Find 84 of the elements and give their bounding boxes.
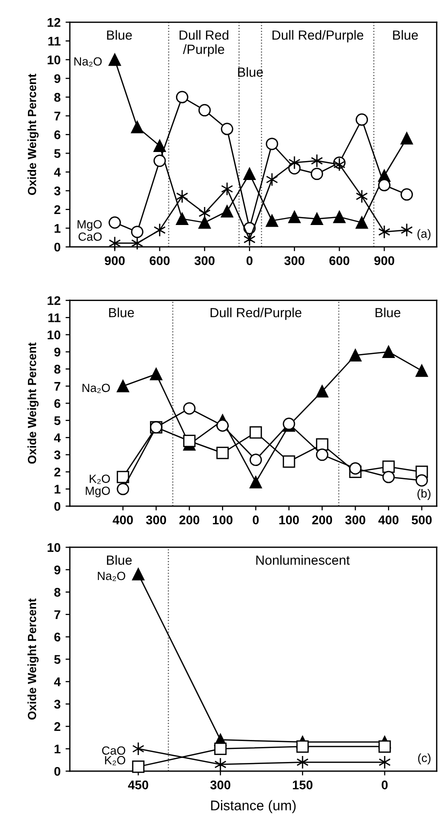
y-axis-title: Oxide Weight Percent — [28, 74, 39, 195]
y-tick-label: 1 — [54, 744, 60, 754]
x-tick-label: 900 — [374, 256, 394, 266]
x-tick-label: 100 — [279, 516, 299, 524]
series-label: Na₂O — [98, 572, 126, 581]
y-tick-label: 2 — [54, 722, 60, 731]
x-tick-label: 400 — [378, 516, 398, 524]
x-tick-label: 0 — [246, 256, 252, 266]
x-tick-label: 300 — [210, 780, 230, 790]
x-tick-label: 600 — [150, 256, 170, 266]
series-label: MgO — [86, 486, 110, 498]
annotation: Blue — [393, 30, 418, 40]
x-tick-label: 200 — [312, 516, 332, 524]
y-tick-label: 6 — [54, 632, 60, 642]
annotation: Blue — [106, 555, 132, 565]
annotation: Dull Red/Purple — [272, 30, 364, 42]
x-tick-label: 150 — [292, 780, 312, 790]
y-axis-title: Oxide Weight Percent — [28, 342, 39, 464]
x-tick-label: 400 — [112, 516, 133, 524]
y-tick-label: 12 — [48, 18, 60, 27]
y-tick-label: 10 — [48, 543, 60, 552]
annotation: Blue — [109, 308, 134, 318]
series-label: Na₂O — [74, 57, 102, 67]
annotation: Dull Red /Purple — [180, 30, 228, 57]
y-tick-label: 11 — [48, 36, 60, 46]
y-tick-label: 10 — [48, 55, 60, 64]
x-tick-label: 300 — [146, 516, 166, 524]
y-tick-label: 3 — [54, 450, 60, 460]
x-tick-label: 0 — [252, 516, 259, 524]
series-label: CaO — [78, 232, 102, 241]
annotation: Dull Red/Purple — [210, 308, 302, 320]
annotation: Blue — [238, 67, 263, 77]
y-tick-label: 4 — [54, 678, 61, 686]
x-tick-label: 200 — [179, 516, 200, 524]
series-label: CaO — [102, 746, 126, 755]
y-tick-label: 7 — [54, 382, 60, 391]
y-axis-title: Oxide Weight Percent — [28, 598, 39, 720]
annotation: Nonluminescent — [256, 555, 350, 565]
x-tick-label: 900 — [104, 256, 125, 266]
x-tick-label: 100 — [212, 516, 232, 524]
x-tick-label: 300 — [194, 256, 215, 266]
y-tick-label: 2 — [54, 468, 60, 476]
annotation: (a) — [418, 229, 430, 240]
y-tick-label: 1 — [54, 224, 60, 233]
x-tick-label: 300 — [345, 516, 366, 524]
series-label: Na₂O — [82, 384, 110, 393]
y-tick-label: 0 — [54, 242, 60, 252]
x-tick-label: 500 — [412, 516, 432, 524]
y-tick-label: 4 — [54, 168, 61, 177]
y-tick-label: 0 — [54, 766, 60, 776]
y-tick-label: 7 — [54, 610, 60, 619]
y-tick-label: 11 — [48, 313, 60, 322]
y-tick-label: 9 — [54, 74, 60, 84]
y-tick-label: 8 — [54, 364, 60, 374]
x-axis-title: Distance (um) — [211, 800, 296, 814]
y-tick-label: 10 — [48, 330, 60, 340]
x-tick-label: 450 — [128, 780, 148, 790]
x-tick-label: 300 — [284, 256, 304, 266]
series-label: MgO — [78, 220, 102, 231]
y-tick-label: 2 — [54, 205, 60, 214]
series-label: K₂O — [105, 756, 126, 766]
y-tick-label: 9 — [54, 565, 60, 574]
y-tick-label: 3 — [54, 186, 60, 196]
y-tick-label: 0 — [54, 502, 60, 511]
y-tick-label: 3 — [54, 700, 60, 709]
annotation: (c) — [418, 753, 430, 764]
y-tick-label: 5 — [54, 149, 60, 158]
annotation: Blue — [107, 30, 132, 40]
y-tick-label: 8 — [54, 588, 60, 597]
y-tick-label: 4 — [54, 433, 61, 442]
y-tick-label: 1 — [54, 484, 60, 494]
annotation: Blue — [376, 308, 400, 318]
series-label: K₂O — [90, 474, 110, 484]
y-tick-label: 5 — [54, 416, 60, 426]
y-tick-label: 6 — [54, 130, 60, 140]
x-tick-label: 0 — [382, 780, 388, 790]
x-tick-label: 600 — [329, 256, 350, 266]
y-tick-label: 6 — [54, 399, 60, 408]
y-tick-label: 8 — [54, 92, 60, 102]
y-tick-label: 5 — [54, 655, 60, 664]
y-tick-label: 12 — [48, 296, 60, 305]
annotation: (b) — [418, 488, 430, 500]
y-tick-label: 7 — [54, 112, 60, 120]
y-tick-label: 9 — [54, 348, 60, 356]
